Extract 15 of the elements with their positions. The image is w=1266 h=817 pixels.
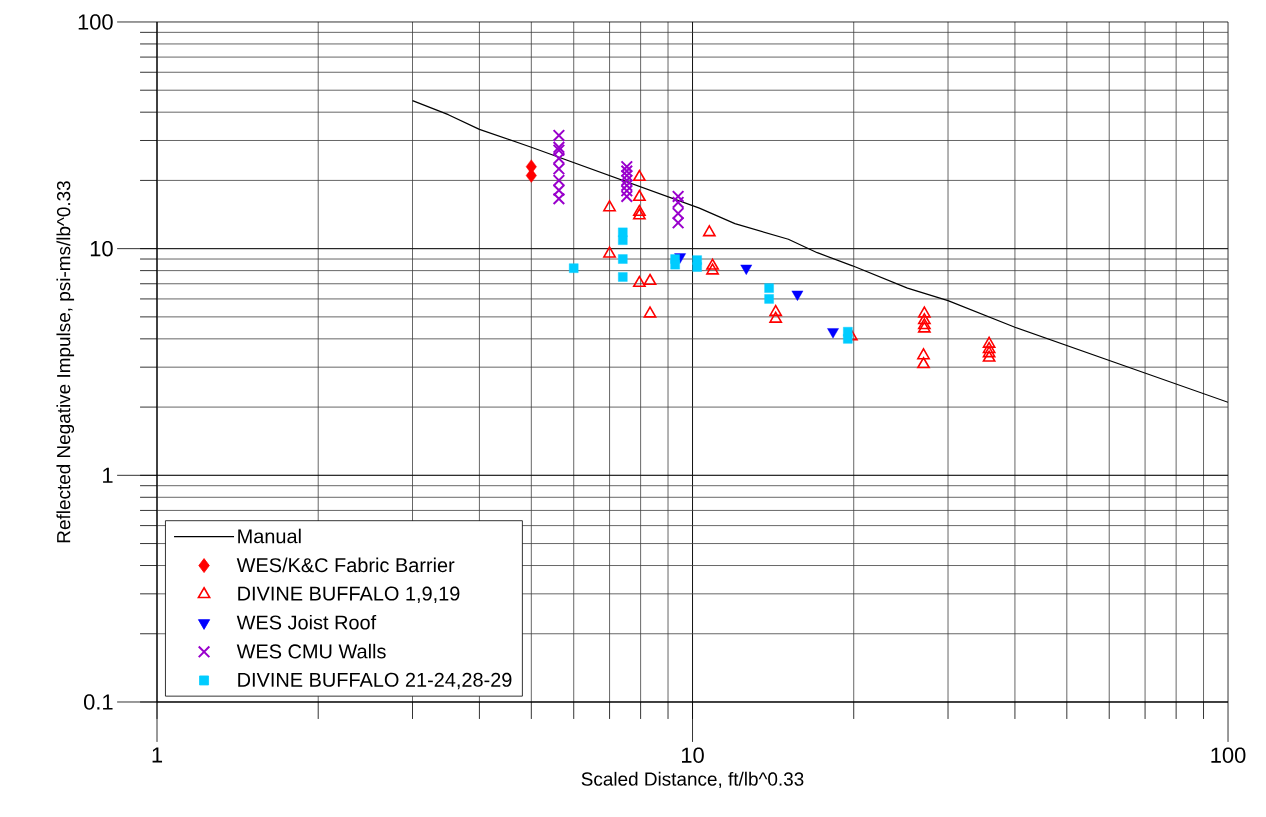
x-tick-label: 10 xyxy=(682,747,704,763)
y-tick-label: 100 xyxy=(78,14,113,30)
legend-label: WES CMU Walls xyxy=(236,643,386,659)
legend-label: WES/K&C Fabric Barrier xyxy=(236,557,455,573)
x-tick-label: 100 xyxy=(1211,747,1246,763)
y-tick-label: 0.1 xyxy=(83,694,113,710)
legend-label: DIVINE BUFFALO 1,9,19 xyxy=(238,586,460,603)
x-tick-label: 1 xyxy=(152,747,163,763)
legend-label: DIVINE BUFFALO 21-24,28-29 xyxy=(238,672,512,690)
y-tick-label: 10 xyxy=(90,240,113,257)
legend-label: Manual xyxy=(238,528,301,544)
x-axis-title: Scaled Distance, ft/lb^0.33 xyxy=(581,771,804,788)
y-axis-title: Reflected Negative Impulse, psi-ms/lb^0.33 xyxy=(56,181,75,543)
legend-label: WES Joist Roof xyxy=(236,614,377,630)
y-tick-label: 1 xyxy=(103,467,113,483)
